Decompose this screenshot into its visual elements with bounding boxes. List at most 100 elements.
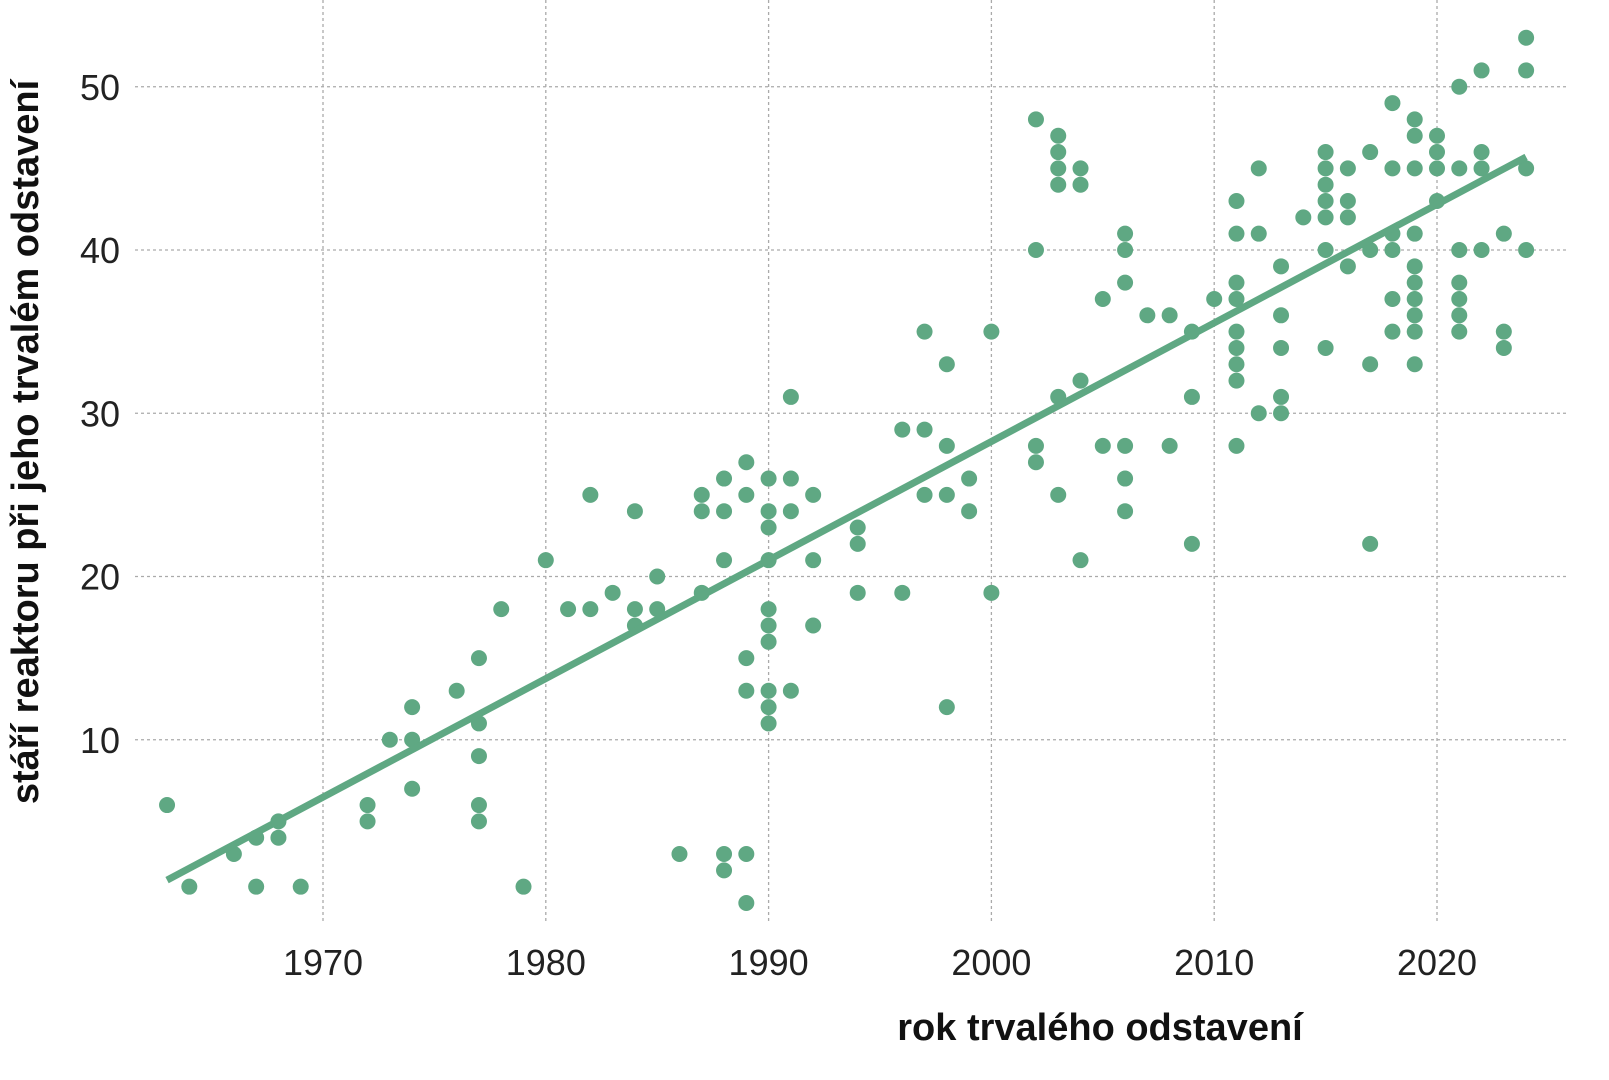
data-point bbox=[1406, 160, 1423, 177]
data-point bbox=[1117, 225, 1134, 242]
data-point bbox=[404, 699, 421, 716]
data-point bbox=[693, 503, 710, 520]
x-axis-title: rok trvalého odstavení bbox=[897, 1007, 1304, 1049]
data-point bbox=[1473, 62, 1490, 79]
data-point bbox=[1518, 29, 1535, 46]
data-point bbox=[1384, 242, 1401, 258]
y-tick-label: 20 bbox=[80, 557, 120, 598]
data-point bbox=[760, 633, 777, 650]
data-point bbox=[1317, 160, 1334, 177]
data-point bbox=[1228, 437, 1245, 454]
data-point bbox=[716, 862, 733, 879]
data-point bbox=[1451, 274, 1468, 291]
data-point bbox=[1094, 437, 1111, 454]
data-point bbox=[1406, 356, 1423, 373]
data-point bbox=[916, 486, 933, 503]
data-point bbox=[1250, 160, 1267, 177]
x-tick-label: 1970 bbox=[283, 942, 363, 983]
data-point bbox=[1451, 160, 1468, 177]
data-point bbox=[805, 486, 822, 503]
data-point bbox=[1273, 307, 1290, 324]
data-point bbox=[1495, 339, 1512, 356]
data-point bbox=[894, 421, 911, 438]
x-tick-label: 2020 bbox=[1397, 942, 1477, 983]
data-point bbox=[1228, 193, 1245, 210]
data-point bbox=[1518, 160, 1535, 177]
data-point bbox=[1473, 160, 1490, 177]
data-point bbox=[938, 356, 955, 373]
data-point bbox=[849, 584, 866, 601]
data-point bbox=[270, 829, 287, 846]
x-axis-ticks: 1970 1980 1990 2000 2010 2020 bbox=[283, 942, 1477, 983]
data-point bbox=[1228, 372, 1245, 389]
data-point bbox=[1362, 535, 1379, 552]
data-point bbox=[1317, 144, 1334, 161]
data-point bbox=[1406, 323, 1423, 340]
data-point bbox=[849, 519, 866, 536]
data-point bbox=[1273, 388, 1290, 405]
data-point bbox=[626, 503, 643, 520]
data-point bbox=[1250, 405, 1267, 422]
data-point bbox=[782, 682, 799, 699]
data-point bbox=[760, 682, 777, 699]
data-point bbox=[1384, 160, 1401, 177]
trend-line bbox=[165, 153, 1528, 884]
data-point bbox=[983, 323, 1000, 340]
data-point bbox=[470, 813, 487, 830]
data-point bbox=[1429, 144, 1445, 161]
data-point bbox=[1406, 307, 1423, 324]
data-point bbox=[181, 878, 198, 895]
data-point bbox=[448, 682, 465, 699]
data-point bbox=[782, 470, 799, 487]
data-point bbox=[1228, 339, 1245, 356]
data-point bbox=[805, 617, 822, 634]
data-point bbox=[1050, 486, 1067, 503]
data-point bbox=[716, 552, 733, 569]
data-point bbox=[738, 454, 755, 471]
data-point bbox=[604, 584, 621, 601]
data-point bbox=[938, 699, 955, 716]
y-tick-label: 40 bbox=[80, 230, 120, 271]
data-point bbox=[760, 503, 777, 520]
data-point bbox=[1473, 242, 1490, 258]
data-point bbox=[916, 323, 933, 340]
data-point bbox=[1027, 242, 1044, 258]
data-point bbox=[537, 552, 554, 569]
data-point bbox=[1339, 193, 1356, 210]
data-point bbox=[1362, 144, 1379, 161]
data-point bbox=[760, 699, 777, 716]
data-point bbox=[1384, 95, 1401, 112]
x-tick-label: 2000 bbox=[951, 942, 1031, 983]
data-point bbox=[693, 486, 710, 503]
data-point bbox=[1183, 535, 1200, 552]
data-point bbox=[1451, 290, 1468, 307]
data-point bbox=[1050, 144, 1067, 161]
data-point bbox=[292, 878, 309, 895]
data-point bbox=[738, 486, 755, 503]
data-point bbox=[1429, 160, 1445, 177]
data-point bbox=[1317, 193, 1334, 210]
y-axis-title: stáří reaktoru při jeho trvalém odstaven… bbox=[5, 78, 47, 804]
data-point bbox=[1183, 388, 1200, 405]
data-point bbox=[1495, 323, 1512, 340]
data-point bbox=[1050, 176, 1067, 193]
data-point bbox=[359, 813, 376, 830]
data-point bbox=[805, 552, 822, 569]
data-point bbox=[649, 568, 666, 585]
data-point bbox=[1117, 470, 1134, 487]
data-point bbox=[1072, 176, 1089, 193]
data-point bbox=[1451, 323, 1468, 340]
data-point bbox=[1317, 242, 1334, 258]
y-tick-label: 30 bbox=[80, 393, 120, 434]
data-point bbox=[849, 535, 866, 552]
data-point bbox=[760, 519, 777, 536]
data-point bbox=[1206, 290, 1223, 307]
data-point bbox=[716, 470, 733, 487]
data-point bbox=[1362, 356, 1379, 373]
data-point bbox=[782, 388, 799, 405]
x-tick-label: 2010 bbox=[1174, 942, 1254, 983]
data-point bbox=[961, 470, 978, 487]
data-point bbox=[381, 731, 398, 748]
data-point bbox=[1117, 274, 1134, 291]
